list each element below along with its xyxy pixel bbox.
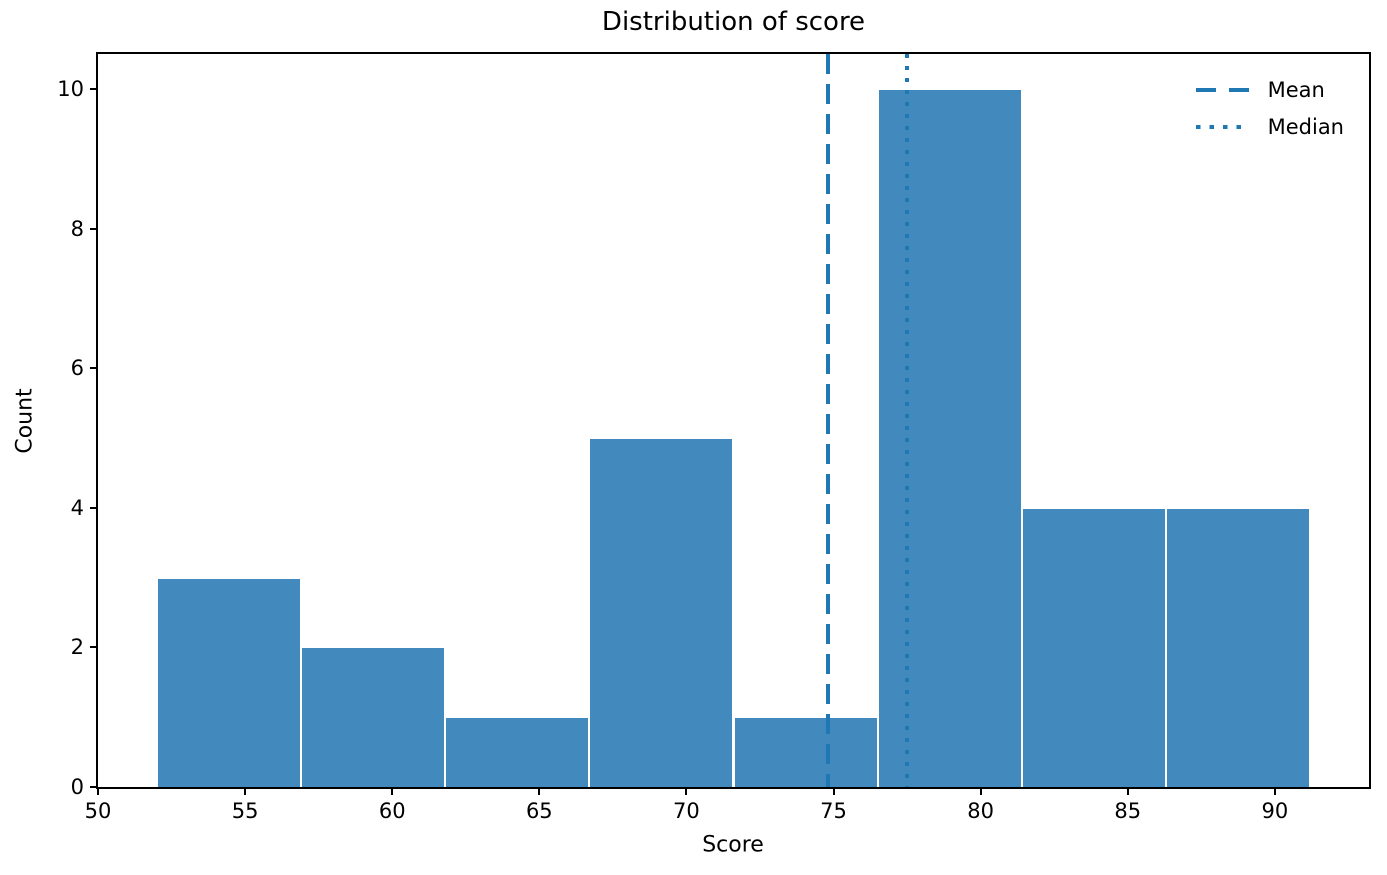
y-tick-label: 8 <box>70 216 84 241</box>
y-tick <box>90 87 98 90</box>
x-tick <box>97 787 99 795</box>
y-tick <box>90 646 98 649</box>
mean-dashed-line-icon <box>1195 87 1250 92</box>
x-tick-label: 80 <box>967 799 994 823</box>
y-tick <box>90 367 98 370</box>
y-tick-label: 0 <box>70 775 84 799</box>
legend-label-median: Median <box>1267 114 1344 139</box>
x-tick-label: 60 <box>378 799 406 823</box>
median-dotted-line-icon <box>1195 124 1250 129</box>
x-tick-label: 75 <box>820 799 847 823</box>
histogram-bar <box>156 577 301 787</box>
mean-line <box>825 54 830 787</box>
x-tick-label: 70 <box>673 799 700 823</box>
axes-ticks-layer: 50 55 60 65 70 75 80 85 90 0 2 4 6 8 10 <box>57 54 1369 823</box>
legend-item-median: Median <box>1195 108 1344 145</box>
histogram-bar <box>877 88 1022 787</box>
y-tick <box>90 786 98 788</box>
x-tick-label: 90 <box>1261 799 1289 823</box>
legend: Mean Median <box>1195 71 1344 145</box>
chart-title: Distribution of score <box>601 7 866 37</box>
legend-label-mean: Mean <box>1267 77 1325 102</box>
x-tick <box>538 787 541 795</box>
x-tick <box>979 787 982 795</box>
stat-lines-layer <box>98 54 1369 787</box>
x-tick <box>685 787 688 795</box>
histogram-bar <box>1165 507 1311 787</box>
x-tick-label: 50 <box>84 799 112 823</box>
histogram-bar <box>1021 507 1166 787</box>
x-tick <box>832 787 835 795</box>
x-tick <box>1273 787 1276 795</box>
legend-item-mean: Mean <box>1195 71 1344 108</box>
x-axis-label: Score <box>702 832 764 858</box>
x-tick-label: 85 <box>1114 799 1142 823</box>
x-tick-label: 65 <box>525 799 553 823</box>
plot-area: 50 55 60 65 70 75 80 85 90 0 2 4 6 8 10 Mean Median <box>57 52 1371 823</box>
median-line <box>905 54 910 787</box>
x-tick <box>244 787 247 795</box>
y-tick-label: 4 <box>70 495 84 520</box>
histogram-bar <box>733 717 878 787</box>
x-tick <box>391 787 394 795</box>
x-tick-label: 55 <box>231 799 259 823</box>
histogram-bar <box>589 437 734 787</box>
histogram-bar <box>301 647 446 787</box>
histogram-bars-layer <box>98 54 1369 787</box>
y-tick-label: 6 <box>70 356 84 381</box>
x-tick <box>1126 787 1129 795</box>
y-tick <box>90 506 98 509</box>
y-tick-label: 10 <box>57 76 84 101</box>
y-tick-label: 2 <box>70 635 84 660</box>
y-tick <box>90 227 98 230</box>
histogram-bar <box>445 717 590 787</box>
y-axis-label: Count <box>12 388 38 454</box>
